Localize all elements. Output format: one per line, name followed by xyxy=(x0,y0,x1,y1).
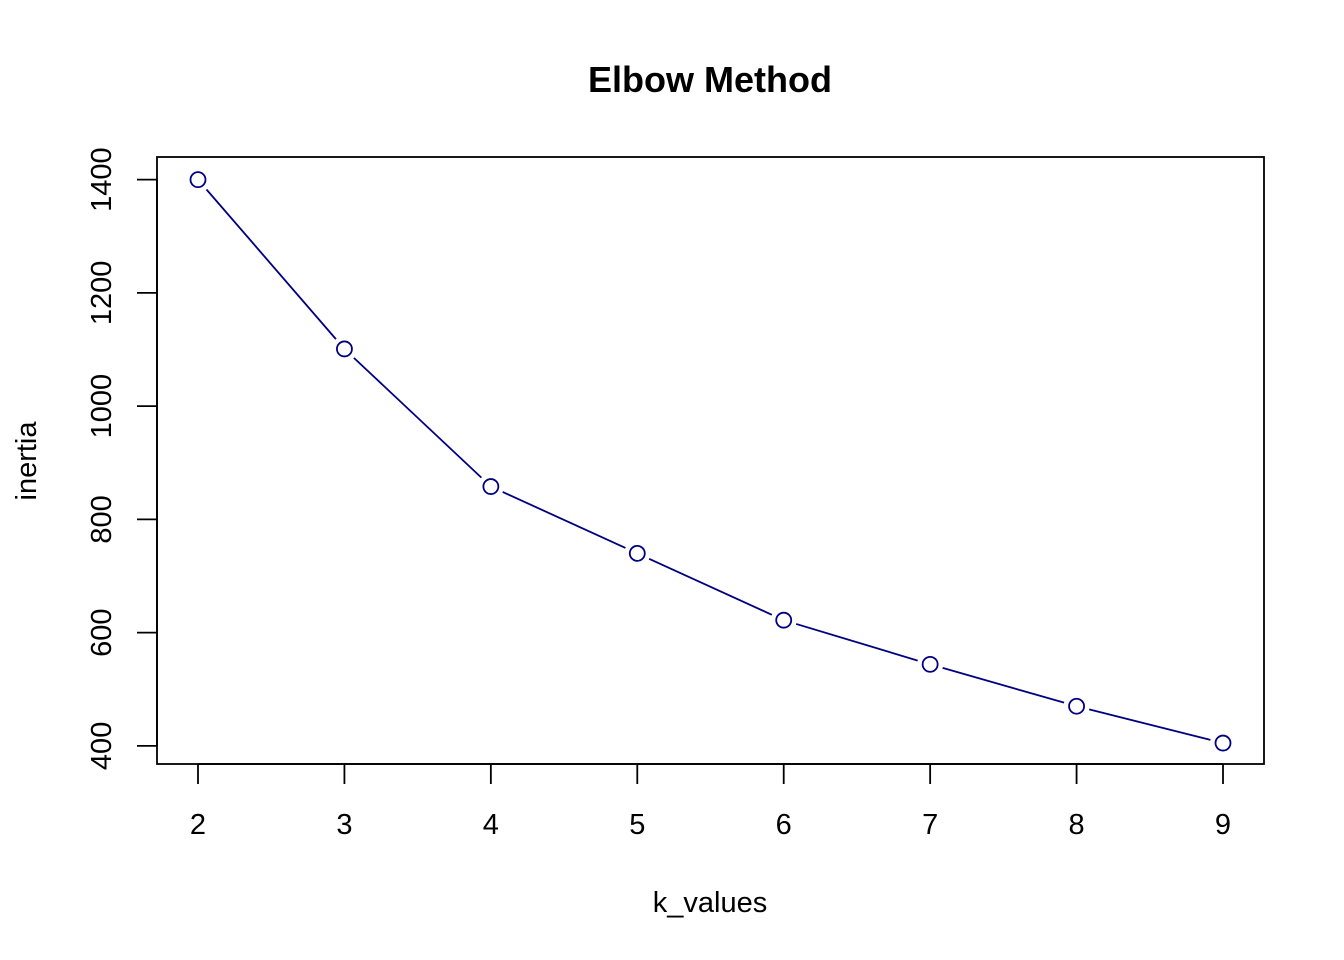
y-axis: 400 600 800 1000 1200 1400 xyxy=(86,147,158,770)
x-tick-label: 2 xyxy=(190,809,206,841)
x-tick-label: 6 xyxy=(776,809,792,841)
x-tick-label: 5 xyxy=(629,809,645,841)
y-tick-label: 600 xyxy=(86,608,118,656)
x-axis: 2 3 4 5 6 7 8 9 xyxy=(190,763,1231,841)
y-tick-label: 1000 xyxy=(86,374,118,439)
y-tick-label: 1200 xyxy=(86,261,118,326)
data-point xyxy=(1214,734,1232,752)
y-tick-label: 400 xyxy=(86,722,118,770)
x-tick-label: 3 xyxy=(336,809,352,841)
x-tick-label: 4 xyxy=(483,809,499,841)
series-line-segment xyxy=(353,357,482,479)
data-point xyxy=(336,340,353,358)
y-tick-label: 800 xyxy=(86,495,118,543)
series-layer xyxy=(189,171,1232,752)
data-point xyxy=(482,478,500,495)
series-line-segment xyxy=(795,623,918,662)
series-line-segment xyxy=(1088,708,1211,741)
plot-frame xyxy=(156,156,1265,765)
y-tick-label: 1400 xyxy=(86,147,118,212)
data-point xyxy=(775,611,793,629)
data-point xyxy=(189,171,207,189)
data-point xyxy=(921,655,939,673)
x-axis-label: k_values xyxy=(653,887,767,919)
series-line-segment xyxy=(648,557,773,616)
x-tick-label: 7 xyxy=(922,809,938,841)
y-axis-label: inertia xyxy=(11,421,43,501)
chart-title: Elbow Method xyxy=(588,59,832,100)
series-line-segment xyxy=(205,188,337,340)
x-tick-label: 8 xyxy=(1069,809,1085,841)
series-line-segment xyxy=(502,491,626,549)
x-tick-label: 9 xyxy=(1215,809,1231,841)
data-point xyxy=(1068,697,1085,715)
data-point xyxy=(628,544,646,562)
series-line-segment xyxy=(942,667,1065,704)
